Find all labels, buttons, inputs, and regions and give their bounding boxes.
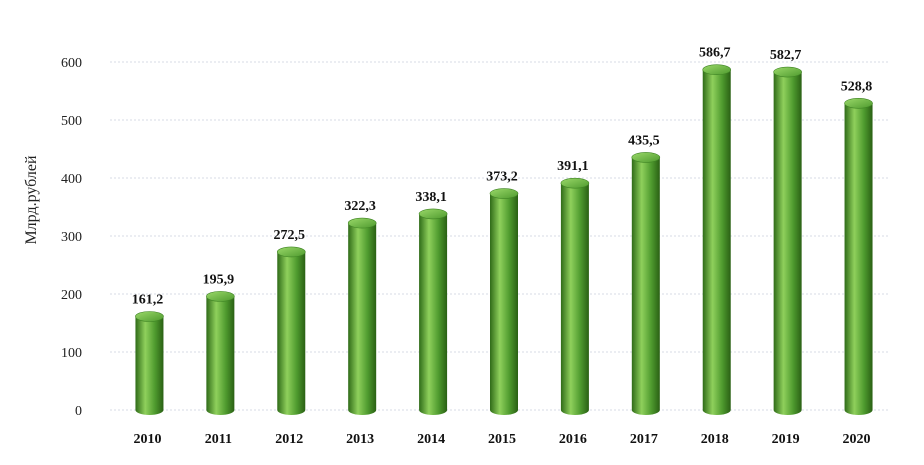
bar xyxy=(206,291,235,415)
bar xyxy=(631,152,661,415)
bars xyxy=(135,64,873,416)
bar xyxy=(347,217,377,415)
data-label: 528,8 xyxy=(841,79,873,94)
bar-body xyxy=(348,223,377,415)
data-label: 161,2 xyxy=(132,293,164,308)
bar-body xyxy=(419,213,448,415)
bar-cap xyxy=(844,97,873,109)
bar-body xyxy=(631,157,660,415)
data-label: 272,5 xyxy=(274,228,306,243)
x-tick-label: 2016 xyxy=(559,432,587,447)
bar-cap xyxy=(347,217,377,229)
x-tick-label: 2019 xyxy=(772,432,800,447)
x-tick-label: 2018 xyxy=(701,432,729,447)
bar-cap xyxy=(631,152,661,163)
bar-cap xyxy=(560,177,590,189)
bar xyxy=(773,66,802,415)
y-axis: 0 100 200 300 400 500 600 xyxy=(61,56,82,419)
data-label: 582,7 xyxy=(770,48,802,63)
bar xyxy=(135,311,164,415)
x-tick-label: 2012 xyxy=(275,432,303,447)
x-tick-label: 2020 xyxy=(843,432,871,447)
data-label: 391,1 xyxy=(557,159,589,174)
bar-body xyxy=(560,183,589,415)
bar-body xyxy=(135,316,164,415)
bar-cap xyxy=(206,291,235,302)
bar xyxy=(489,188,519,415)
bar-body xyxy=(702,69,731,416)
bar-cap xyxy=(135,311,164,322)
y-tick-label: 400 xyxy=(61,172,82,187)
bar xyxy=(418,208,448,415)
data-label: 322,3 xyxy=(344,199,376,214)
bar-cap xyxy=(702,64,732,76)
data-label: 195,9 xyxy=(203,272,235,287)
x-tick-label: 2013 xyxy=(346,432,374,447)
data-label: 338,1 xyxy=(415,190,447,205)
bar xyxy=(560,177,590,415)
bar-cap xyxy=(489,188,519,199)
bar-body xyxy=(206,296,235,415)
y-tick-label: 500 xyxy=(61,114,82,129)
x-tick-label: 2015 xyxy=(488,432,516,447)
bar-cap xyxy=(276,246,306,258)
bar xyxy=(276,246,306,415)
data-label: 586,7 xyxy=(699,46,731,61)
y-tick-label: 300 xyxy=(61,230,82,245)
bar xyxy=(702,64,732,416)
bar xyxy=(844,97,873,416)
data-label: 435,5 xyxy=(628,133,660,148)
bar-body xyxy=(277,251,306,415)
x-tick-label: 2011 xyxy=(205,432,232,447)
bar-body xyxy=(490,193,518,415)
y-axis-title: Млрд.рублей xyxy=(23,155,40,245)
y-tick-label: 200 xyxy=(61,288,82,303)
bar-cap xyxy=(773,66,802,78)
y-tick-label: 100 xyxy=(61,346,82,361)
data-label: 373,2 xyxy=(486,170,518,185)
bar-body xyxy=(773,72,802,415)
bar-cap xyxy=(418,208,448,220)
y-tick-label: 600 xyxy=(61,56,82,71)
x-tick-label: 2017 xyxy=(630,432,658,447)
y-tick-label: 0 xyxy=(75,404,82,419)
x-axis: 2010 2011 2012 2013 2014 2015 2016 2017 2018 2019… xyxy=(133,432,870,447)
x-tick-label: 2010 xyxy=(133,432,161,447)
x-tick-label: 2014 xyxy=(417,432,445,447)
data-labels: 161,2 195,9 272,5 322,3 338,1 373,2 391,1 435,5… xyxy=(132,46,873,308)
bar-body xyxy=(844,103,873,416)
